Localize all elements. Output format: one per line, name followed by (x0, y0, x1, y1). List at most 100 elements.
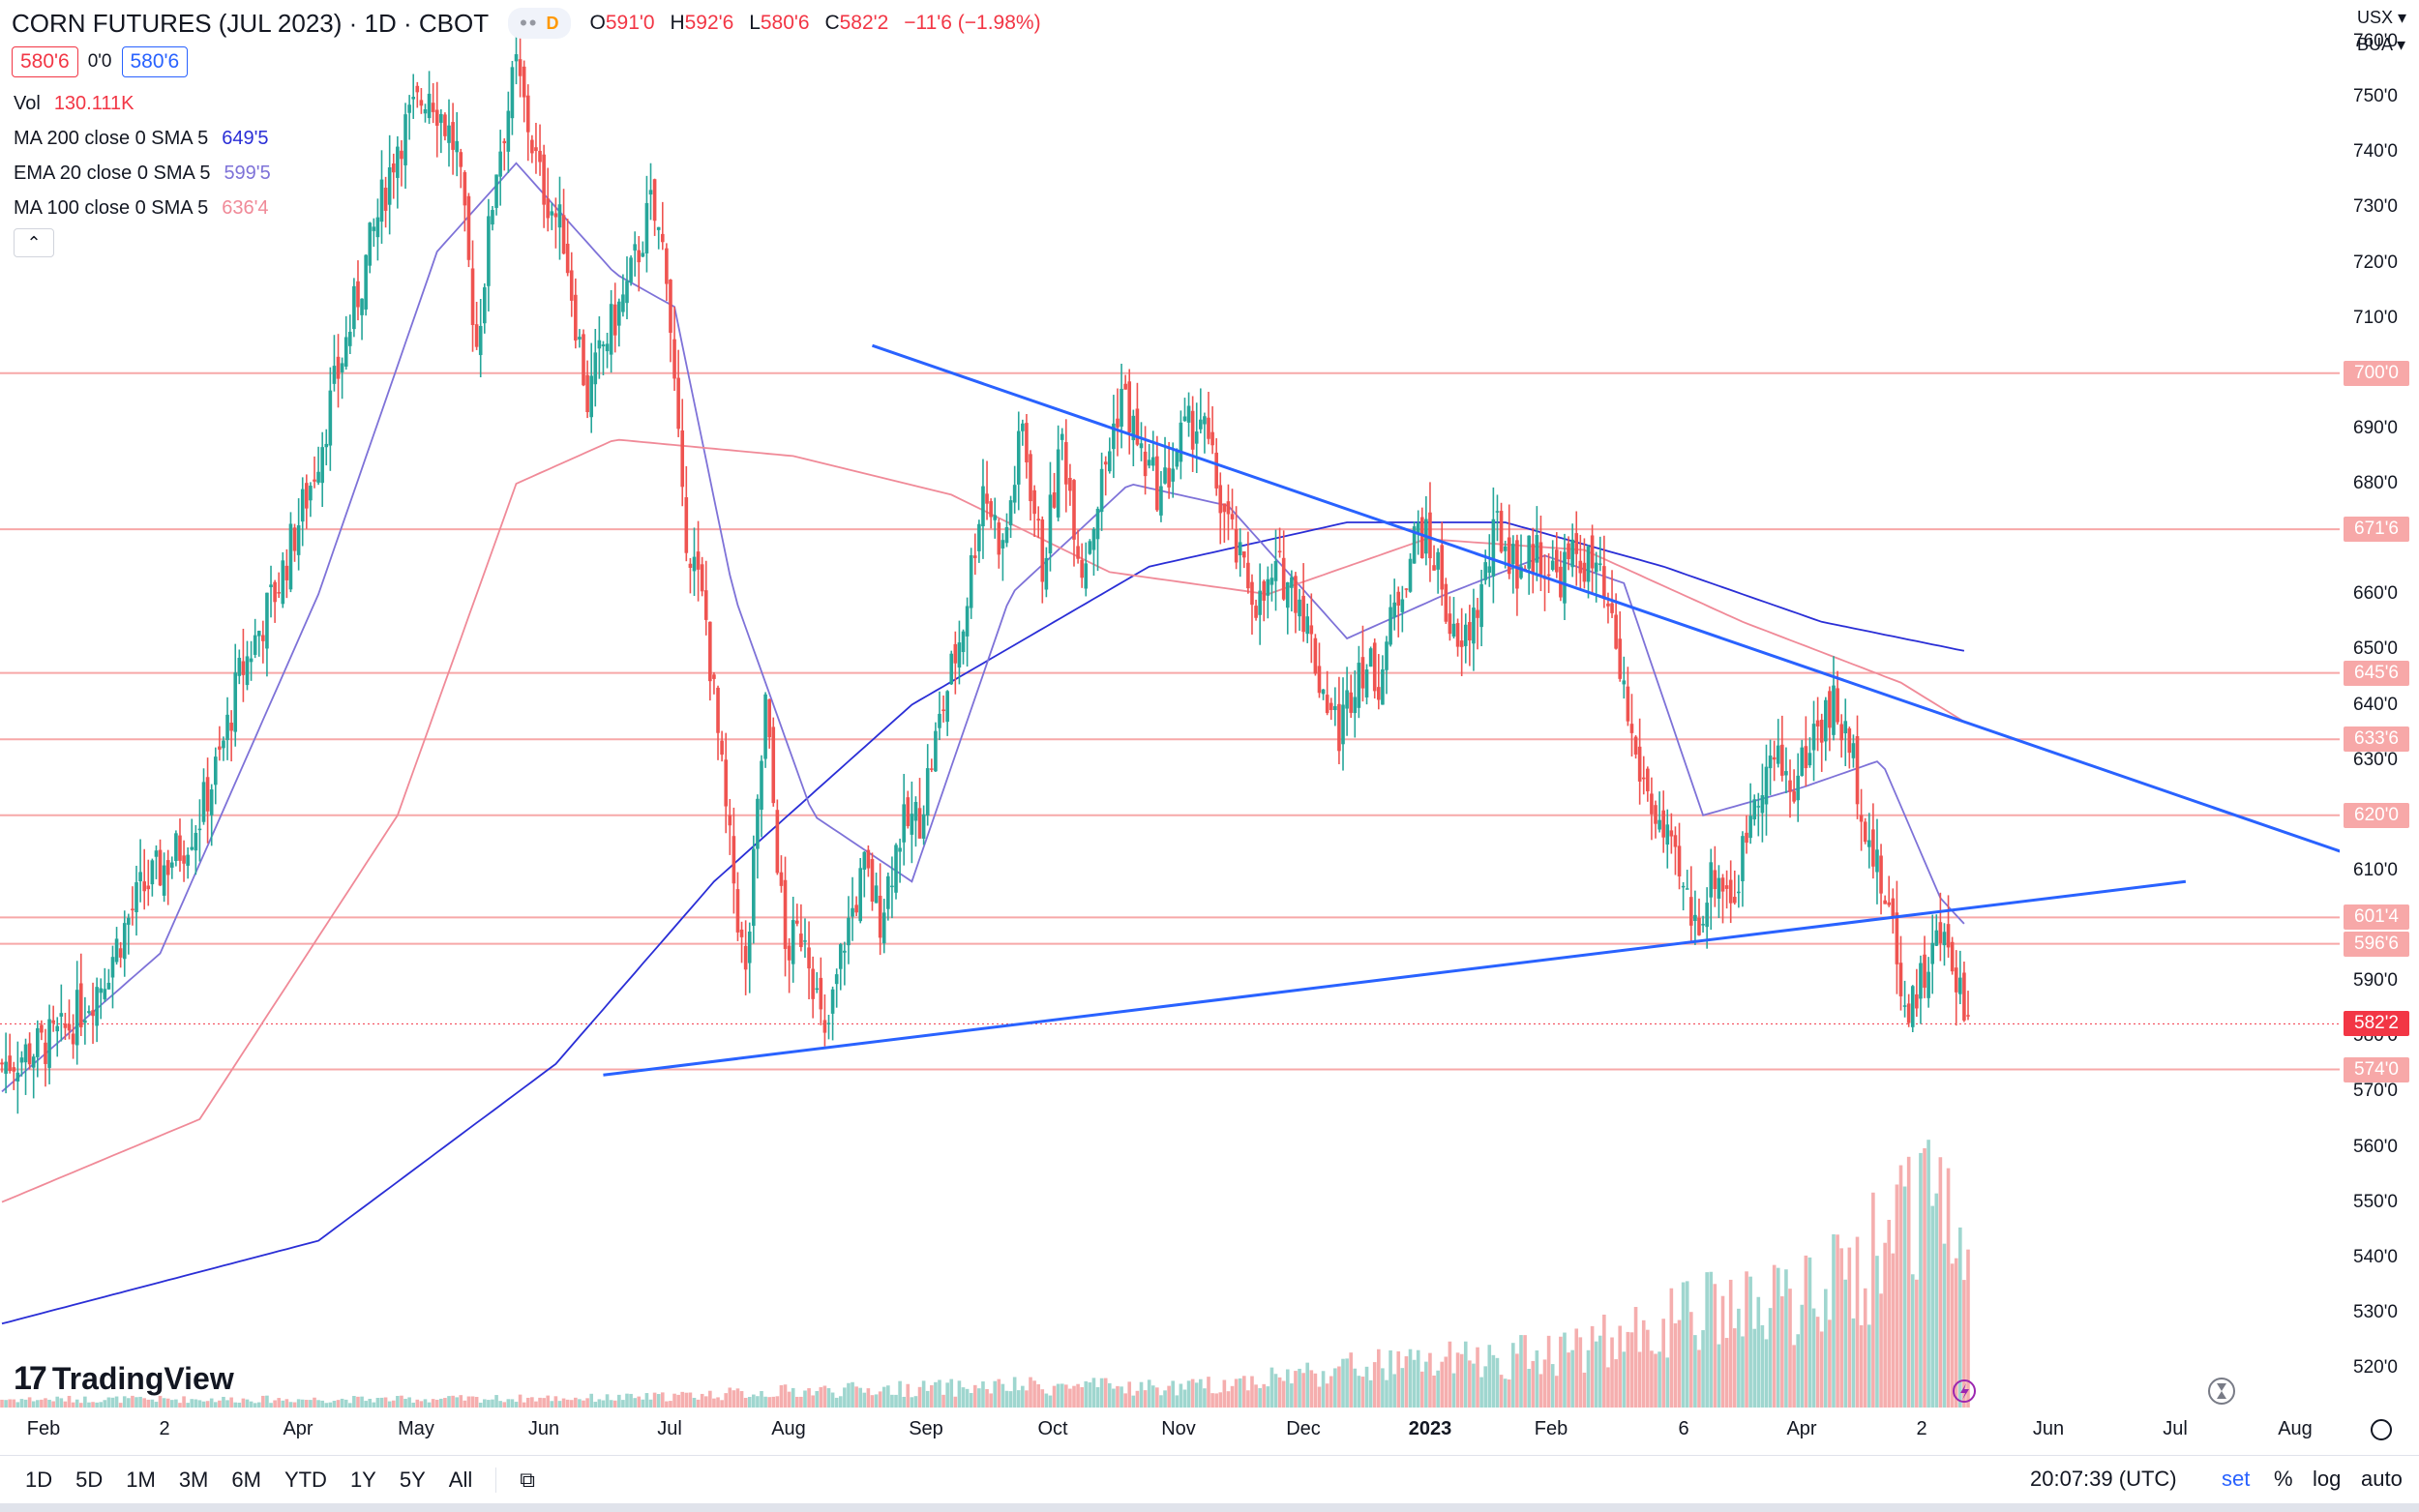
market-status-pill[interactable]: •• D (508, 8, 571, 39)
volume-bar (534, 1401, 538, 1408)
timeframe-ytd[interactable]: YTD (284, 1468, 327, 1492)
volume-bar (763, 1396, 767, 1408)
candle-body (1234, 528, 1239, 563)
volume-bar (1926, 1140, 1930, 1408)
auto-scale-toggle[interactable]: auto (2361, 1467, 2403, 1491)
candle-body (209, 789, 214, 815)
timeframe-1d[interactable]: 1D (25, 1468, 53, 1492)
candle-body (660, 233, 665, 243)
price-level-label[interactable]: 601'4 (2344, 904, 2409, 931)
price-level-label[interactable]: 582'2 (2344, 1011, 2409, 1037)
candle-body (134, 882, 138, 912)
candle-body (241, 661, 246, 675)
volume-bar (292, 1402, 297, 1408)
volume-bar (491, 1399, 494, 1408)
price-level-label[interactable]: 645'6 (2344, 660, 2409, 686)
volume-bar (648, 1399, 653, 1408)
time-tick-label: 2 (159, 1418, 170, 1439)
timeframe-1m[interactable]: 1M (126, 1468, 156, 1492)
sell-price-button[interactable]: 580'6 (12, 46, 78, 77)
candle-body (688, 563, 693, 568)
indicator-ma200[interactable]: MA 200 close 0 SMA 5 649'5 (14, 128, 269, 150)
price-level-label[interactable]: 574'0 (2344, 1056, 2409, 1082)
volume-bar (1788, 1289, 1792, 1408)
indicator-ema20[interactable]: EMA 20 close 0 SMA 5 599'5 (14, 163, 271, 185)
volume-bar (44, 1398, 47, 1408)
timeframe-6m[interactable]: 6M (231, 1468, 261, 1492)
candle-body (197, 828, 202, 831)
price-chart[interactable] (0, 0, 2419, 1455)
candle-body (1377, 687, 1381, 700)
volume-bar (1135, 1390, 1140, 1408)
buy-price-button[interactable]: 580'6 (121, 46, 189, 77)
volume-bar (1705, 1272, 1709, 1408)
price-level-label[interactable]: 700'0 (2344, 360, 2409, 386)
volume-bar (1472, 1363, 1476, 1408)
volume-bar (309, 1400, 313, 1408)
price-level-label[interactable]: 671'6 (2344, 517, 2409, 543)
price-level-label[interactable]: 596'6 (2344, 931, 2409, 957)
candle-body (1800, 747, 1805, 777)
candle-body (1586, 546, 1591, 582)
candle-body (538, 150, 542, 163)
candle-body (1752, 799, 1757, 820)
price-level-label[interactable]: 620'0 (2344, 802, 2409, 828)
candle-body (1281, 557, 1286, 600)
price-axis[interactable] (2340, 0, 2419, 1414)
volume-bar (1345, 1358, 1349, 1408)
candle-body (1329, 702, 1333, 711)
volume-bar (1697, 1349, 1701, 1408)
percent-toggle[interactable]: % (2274, 1467, 2293, 1491)
volume-bar (1895, 1184, 1899, 1408)
timeframe-5y[interactable]: 5Y (399, 1468, 426, 1492)
candle-body (411, 97, 416, 100)
indicator-ma100[interactable]: MA 100 close 0 SMA 5 636'4 (14, 197, 269, 220)
indicator-volume[interactable]: Vol 130.111K (14, 93, 134, 115)
candle-body (934, 730, 938, 772)
candle-body (775, 810, 780, 874)
volume-bar (633, 1398, 637, 1408)
volume-bar (320, 1400, 324, 1408)
candle-body (1448, 613, 1452, 635)
session-toggle[interactable]: set (2222, 1467, 2251, 1491)
price-tick-label: 630'0 (2353, 749, 2398, 770)
candle-body (15, 1072, 20, 1082)
volume-bar (343, 1399, 348, 1408)
candle-body (1815, 720, 1820, 726)
candle-body (170, 862, 174, 868)
date-range-icon[interactable]: ⧉ (520, 1468, 535, 1492)
timeframe-1y[interactable]: 1Y (349, 1468, 376, 1492)
volume-bar (1567, 1352, 1570, 1408)
volume-bar (1269, 1367, 1274, 1408)
volume-bar (1582, 1372, 1587, 1408)
candle-body (1855, 736, 1860, 805)
collapse-legend-button[interactable]: ⌃ (14, 228, 54, 257)
unit-selector[interactable]: BUA ▾ (2357, 35, 2406, 54)
candle-body (589, 375, 593, 418)
symbol-title[interactable]: CORN FUTURES (JUL 2023) · 1D · CBOT (12, 8, 490, 38)
volume-bar (514, 1402, 519, 1408)
price-level-label[interactable]: 633'6 (2344, 726, 2409, 753)
timeframe-all[interactable]: All (448, 1468, 473, 1492)
candle-body (1867, 840, 1871, 847)
tradingview-logo-icon: 17 (14, 1360, 47, 1397)
volume-bar (1804, 1255, 1808, 1408)
candle-body (1681, 885, 1686, 888)
volume-bar (708, 1390, 712, 1408)
candle-body (1127, 381, 1132, 432)
candle-body (760, 760, 763, 810)
volume-bar (1012, 1377, 1017, 1408)
price-tick-label: 750'0 (2353, 86, 2398, 107)
volume-bar (1760, 1324, 1765, 1408)
volume-bar (1309, 1370, 1314, 1408)
price-tick-label: 660'0 (2353, 583, 2398, 605)
clock[interactable]: 20:07:39 (UTC) (2030, 1467, 2177, 1491)
currency-selector[interactable]: USX ▾ (2357, 8, 2407, 27)
candle-body (1080, 559, 1084, 578)
candle-body (866, 849, 871, 869)
timeframe-3m[interactable]: 3M (178, 1468, 209, 1492)
volume-bar (684, 1392, 689, 1408)
candle-body (1400, 599, 1405, 612)
timeframe-5d[interactable]: 5D (75, 1468, 104, 1492)
log-toggle[interactable]: log (2313, 1467, 2342, 1491)
